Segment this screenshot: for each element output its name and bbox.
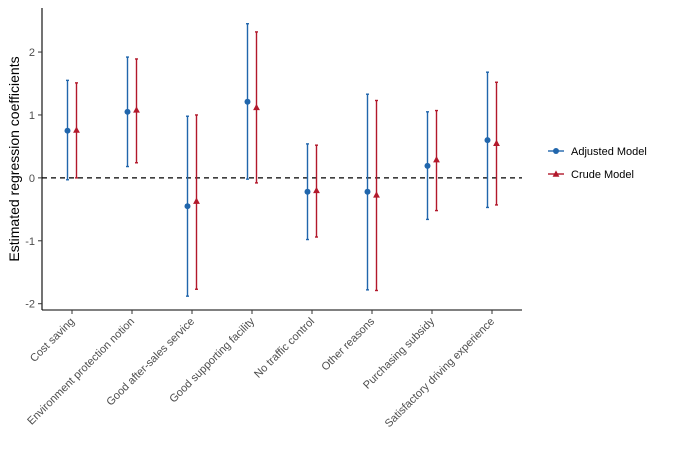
data-point-circle: [124, 108, 131, 115]
x-tick-label: Environment protection notion: [25, 316, 137, 428]
y-tick-label: -2: [25, 299, 35, 311]
data-point-circle: [244, 98, 251, 105]
y-tick-label: -1: [25, 236, 35, 248]
legend-key-triangle: [552, 170, 560, 177]
x-tick-label: No traffic control: [252, 316, 317, 381]
data-point-triangle: [373, 191, 380, 198]
legend: Adjusted Model Crude Model: [548, 146, 647, 181]
data-point-triangle: [193, 197, 200, 204]
x-tick-label: Satisfactory driving experience: [383, 316, 497, 430]
legend-label: Crude Model: [571, 169, 634, 181]
y-tick-label: 2: [29, 47, 35, 59]
legend-key-circle: [553, 148, 559, 154]
data-point-circle: [304, 188, 311, 195]
data-point-circle: [484, 137, 491, 144]
y-axis-title: Estimated regression coefficients: [6, 56, 22, 261]
data-point-circle: [364, 188, 371, 195]
data-point-triangle: [253, 103, 260, 111]
data-point-circle: [64, 127, 71, 134]
y-tick-label: 1: [29, 110, 35, 122]
x-tick-label: Other reasons: [319, 315, 377, 373]
legend-label: Adjusted Model: [571, 146, 647, 158]
data-point-triangle: [493, 139, 500, 146]
y-tick-label: 0: [29, 173, 35, 185]
x-tick-label: Cost saving: [28, 316, 77, 365]
data-point-triangle: [433, 156, 440, 163]
data-point-circle: [184, 203, 191, 210]
data-point-triangle: [133, 106, 140, 113]
plot-area: [42, 23, 522, 297]
data-point-circle: [424, 162, 431, 169]
data-point-triangle: [73, 126, 80, 133]
data-point-triangle: [313, 186, 320, 194]
